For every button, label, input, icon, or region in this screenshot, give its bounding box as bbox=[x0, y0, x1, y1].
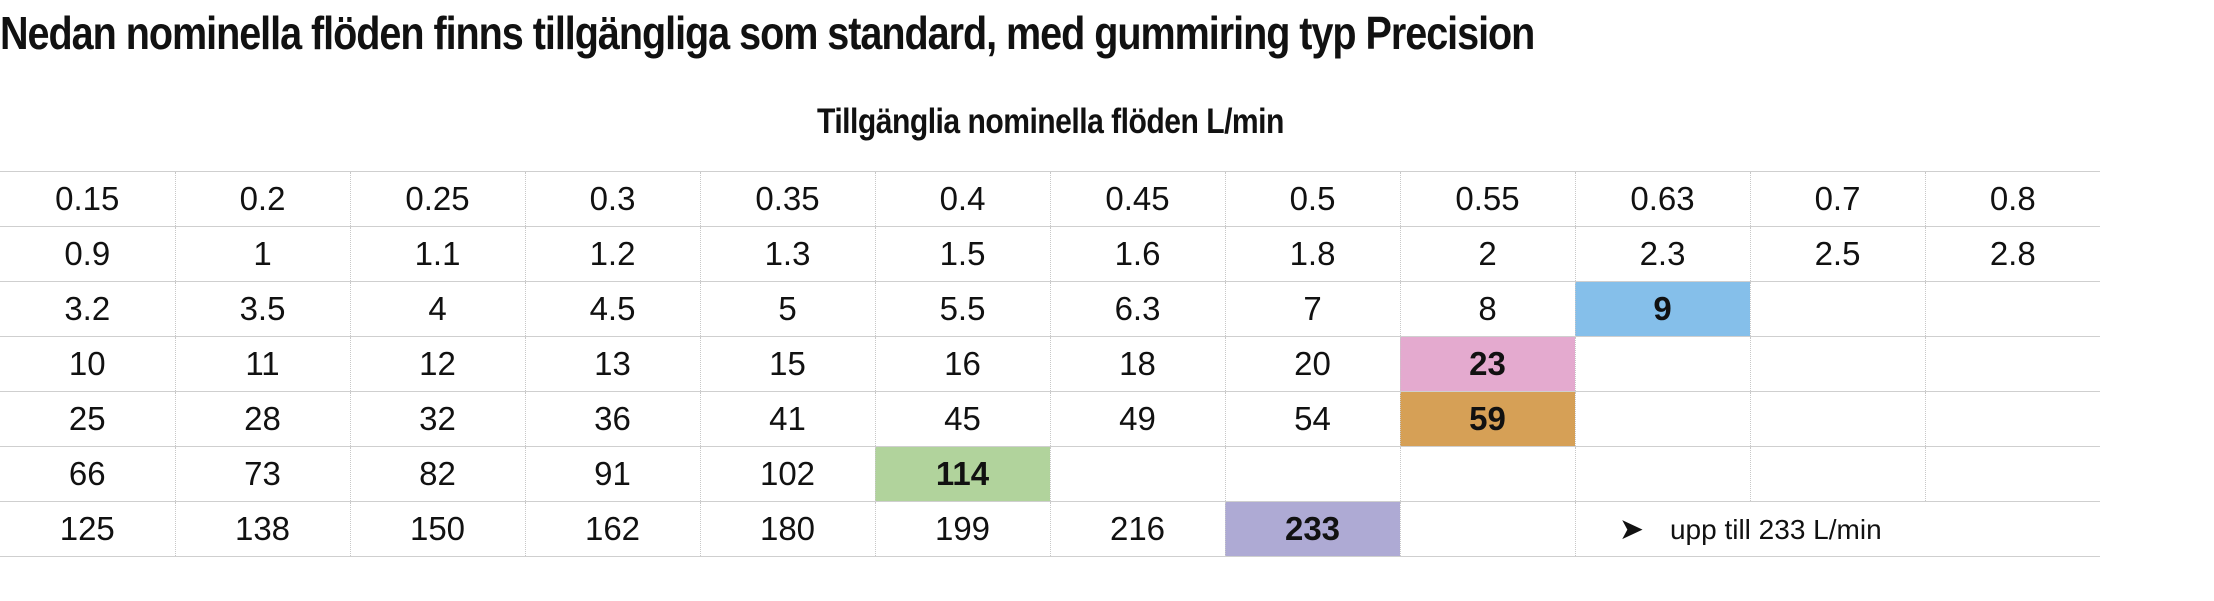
flow-value-cell: 0.45 bbox=[1050, 171, 1226, 227]
flow-rate-table: 0.15 0.2 0.25 0.3 0.35 0.4 0.45 0.5 0.55 0.63 0.7 0… bbox=[0, 171, 2100, 557]
flow-value-cell: 0.25 bbox=[350, 171, 526, 227]
note-text: upp till 233 L/min bbox=[1669, 513, 1882, 545]
flow-value-cell bbox=[1225, 446, 1401, 502]
flow-value-cell: 82 bbox=[350, 446, 526, 502]
flow-value-cell: 0.15 bbox=[0, 171, 176, 227]
flow-value-cell bbox=[1400, 446, 1576, 502]
flow-value-cell bbox=[1575, 336, 1751, 392]
flow-value-cell: 1.5 bbox=[875, 226, 1051, 282]
flow-value-cell: 25 bbox=[0, 391, 176, 447]
highlighted-flow-cell: 23 bbox=[1400, 336, 1576, 392]
highlighted-flow-cell: 233 bbox=[1225, 501, 1401, 557]
flow-value-cell bbox=[1925, 281, 2100, 337]
flow-value-cell: 91 bbox=[525, 446, 701, 502]
flow-value-cell: 11 bbox=[175, 336, 351, 392]
flow-value-cell: 5.5 bbox=[875, 281, 1051, 337]
flow-value-cell bbox=[1750, 281, 1926, 337]
flow-value-cell: 28 bbox=[175, 391, 351, 447]
flow-value-cell: 1.3 bbox=[700, 226, 876, 282]
flow-value-cell bbox=[1400, 501, 1576, 557]
flow-value-cell: 2 bbox=[1400, 226, 1576, 282]
flow-value-cell bbox=[1750, 391, 1926, 447]
flow-value-cell: 3.5 bbox=[175, 281, 351, 337]
flow-value-cell: 0.35 bbox=[700, 171, 876, 227]
flow-value-cell bbox=[1575, 446, 1751, 502]
highlighted-flow-cell: 114 bbox=[875, 446, 1051, 502]
flow-value-cell: 216 bbox=[1050, 501, 1226, 557]
table-row: 0.9 1 1.1 1.2 1.3 1.5 1.6 1.8 2 2.3 2.5 2.8 bbox=[0, 226, 2100, 282]
flow-value-cell bbox=[1925, 446, 2100, 502]
flow-rate-table-body: 0.15 0.2 0.25 0.3 0.35 0.4 0.45 0.5 0.55 0.63 0.7 0… bbox=[0, 171, 2100, 557]
flow-value-cell: 36 bbox=[525, 391, 701, 447]
flow-value-cell: 180 bbox=[700, 501, 876, 557]
table-row: 0.15 0.2 0.25 0.3 0.35 0.4 0.45 0.5 0.55 0.63 0.7 0… bbox=[0, 171, 2100, 227]
flow-value-cell: 0.4 bbox=[875, 171, 1051, 227]
flow-value-cell bbox=[1925, 336, 2100, 392]
flow-value-cell: 2.8 bbox=[1925, 226, 2100, 282]
flow-value-cell: 150 bbox=[350, 501, 526, 557]
flow-value-cell: 10 bbox=[0, 336, 176, 392]
flow-value-cell: 41 bbox=[700, 391, 876, 447]
flow-value-cell: 12 bbox=[350, 336, 526, 392]
table-caption-text: Tillgänglia nominella flöden L/min bbox=[816, 102, 1284, 141]
flow-value-cell: 1 bbox=[175, 226, 351, 282]
flow-value-cell: 162 bbox=[525, 501, 701, 557]
flow-value-cell: 13 bbox=[525, 336, 701, 392]
flow-value-cell: 0.8 bbox=[1925, 171, 2100, 227]
flow-value-cell: 125 bbox=[0, 501, 176, 557]
flow-value-cell: 0.3 bbox=[525, 171, 701, 227]
flow-value-cell: 4 bbox=[350, 281, 526, 337]
highlighted-flow-cell: 9 bbox=[1575, 281, 1751, 337]
flow-value-cell: 54 bbox=[1225, 391, 1401, 447]
flow-value-cell bbox=[1925, 391, 2100, 447]
flow-value-cell: 1.1 bbox=[350, 226, 526, 282]
flow-value-cell: 66 bbox=[0, 446, 176, 502]
flow-value-cell: 15 bbox=[700, 336, 876, 392]
table-row: 3.2 3.5 4 4.5 5 5.5 6.3 7 8 9 bbox=[0, 281, 2100, 337]
flow-value-cell: 1.2 bbox=[525, 226, 701, 282]
table-row: 66 73 82 91 102 114 bbox=[0, 446, 2100, 502]
flow-value-cell: 7 bbox=[1225, 281, 1401, 337]
flow-value-cell bbox=[1750, 336, 1926, 392]
flow-value-cell: 0.2 bbox=[175, 171, 351, 227]
flow-value-cell: 18 bbox=[1050, 336, 1226, 392]
flow-value-cell: 6.3 bbox=[1050, 281, 1226, 337]
flow-value-cell bbox=[1925, 501, 2100, 557]
arrow-right-icon: ➤ bbox=[1618, 512, 1644, 546]
flow-value-cell: 3.2 bbox=[0, 281, 176, 337]
flow-value-cell: 0.63 bbox=[1575, 171, 1751, 227]
flow-value-cell: 138 bbox=[175, 501, 351, 557]
flow-value-cell: 0.55 bbox=[1400, 171, 1576, 227]
flow-value-cell: 2.5 bbox=[1750, 226, 1926, 282]
flow-value-cell: 0.7 bbox=[1750, 171, 1926, 227]
page-title: Nedan nominella flöden finns tillgänglig… bbox=[0, 7, 1535, 59]
table-row: 25 28 32 36 41 45 49 54 59 bbox=[0, 391, 2100, 447]
flow-value-cell: 73 bbox=[175, 446, 351, 502]
flow-value-cell: 8 bbox=[1400, 281, 1576, 337]
flow-value-cell: 0.9 bbox=[0, 226, 176, 282]
table-caption: Tillgänglia nominella flöden L/min bbox=[0, 102, 2100, 142]
highlighted-flow-cell: 59 bbox=[1400, 391, 1576, 447]
flow-value-cell: 45 bbox=[875, 391, 1051, 447]
flow-value-cell: 5 bbox=[700, 281, 876, 337]
flow-value-cell: 2.3 bbox=[1575, 226, 1751, 282]
flow-value-cell: 199 bbox=[875, 501, 1051, 557]
table-row: 125 138 150 162 180 199 216 233 ➤ upp till 233 L/… bbox=[0, 501, 2100, 557]
flow-value-cell bbox=[1050, 446, 1226, 502]
flow-value-cell: 32 bbox=[350, 391, 526, 447]
flow-value-cell: 16 bbox=[875, 336, 1051, 392]
table-row: 10 11 12 13 15 16 18 20 23 bbox=[0, 336, 2100, 392]
flow-value-cell: 0.5 bbox=[1225, 171, 1401, 227]
flow-value-cell: 20 bbox=[1225, 336, 1401, 392]
flow-value-cell: 102 bbox=[700, 446, 876, 502]
flow-value-cell: 1.8 bbox=[1225, 226, 1401, 282]
flow-value-cell: 1.6 bbox=[1050, 226, 1226, 282]
flow-value-cell: 4.5 bbox=[525, 281, 701, 337]
flow-value-cell bbox=[1575, 391, 1751, 447]
flow-value-cell bbox=[1750, 446, 1926, 502]
flow-value-cell: 49 bbox=[1050, 391, 1226, 447]
note-cell: ➤ upp till 233 L/min bbox=[1575, 501, 1925, 557]
